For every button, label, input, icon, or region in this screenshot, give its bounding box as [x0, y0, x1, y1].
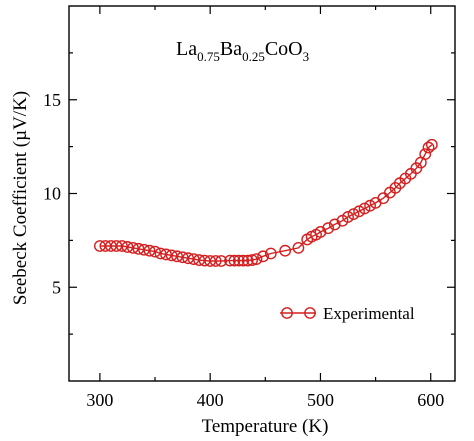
data-point: [116, 240, 128, 252]
data-point: [232, 254, 245, 267]
legend-marker: [281, 307, 293, 319]
y-axis-title: Seebeck Coefficient (µV/K): [10, 91, 31, 305]
data-point: [292, 241, 305, 254]
compound-annotation: La0.75Ba0.25CoO3: [176, 38, 309, 64]
data-point: [250, 253, 263, 266]
data-point: [257, 250, 270, 263]
data-point: [193, 254, 206, 266]
data-point: [165, 249, 178, 262]
data-point: [171, 250, 183, 263]
data-point: [228, 254, 241, 267]
series-line: [99, 144, 433, 262]
data-point: [246, 254, 258, 266]
x-tick-label: 500: [307, 390, 334, 410]
data-point: [419, 148, 432, 161]
y-tick-label: 5: [52, 277, 61, 297]
legend: Experimental: [280, 304, 415, 323]
data-point: [422, 141, 435, 154]
data-point: [322, 222, 335, 235]
data-point: [143, 244, 156, 257]
data-point: [279, 244, 292, 257]
annotation-subscript: 0.25: [242, 49, 265, 64]
data-point: [347, 208, 360, 221]
series-layer: [93, 138, 438, 267]
data-point: [241, 254, 254, 267]
data-point: [182, 252, 195, 265]
data-point: [132, 242, 145, 255]
data-point: [224, 254, 236, 267]
data-point: [187, 253, 200, 266]
x-tick-label: 300: [86, 390, 113, 410]
y-tick-label: 10: [43, 184, 61, 204]
annotation-subscript: 3: [303, 49, 310, 64]
x-axis-title: Temperature (K): [202, 416, 329, 437]
data-point: [264, 247, 277, 260]
data-point: [127, 241, 139, 254]
data-point: [358, 202, 371, 215]
tick-marks: [69, 6, 455, 381]
legend-label: Experimental: [323, 304, 415, 323]
data-point: [353, 205, 365, 218]
data-point: [209, 255, 222, 267]
annotation-element: CoO: [265, 38, 303, 60]
data-point: [121, 241, 134, 253]
data-point: [160, 248, 172, 261]
legend-marker: [304, 307, 316, 319]
data-point: [138, 243, 150, 256]
data-point: [110, 240, 123, 252]
data-point: [176, 251, 189, 264]
data-point: [149, 245, 161, 258]
y-tick-labels: 5 10 15: [43, 90, 61, 298]
annotation-element: La: [176, 38, 197, 60]
x-tick-labels: 300 400 500 600: [86, 390, 444, 410]
data-point: [364, 199, 376, 212]
x-tick-label: 600: [417, 390, 444, 410]
data-point: [237, 254, 250, 267]
data-point: [215, 255, 228, 267]
data-point: [342, 211, 354, 223]
data-point: [425, 138, 438, 151]
annotation-element: Ba: [220, 38, 242, 60]
annotation-subscript: 0.75: [197, 49, 220, 64]
y-tick-label: 15: [43, 90, 61, 110]
x-tick-label: 400: [197, 390, 224, 410]
data-point: [154, 247, 167, 260]
